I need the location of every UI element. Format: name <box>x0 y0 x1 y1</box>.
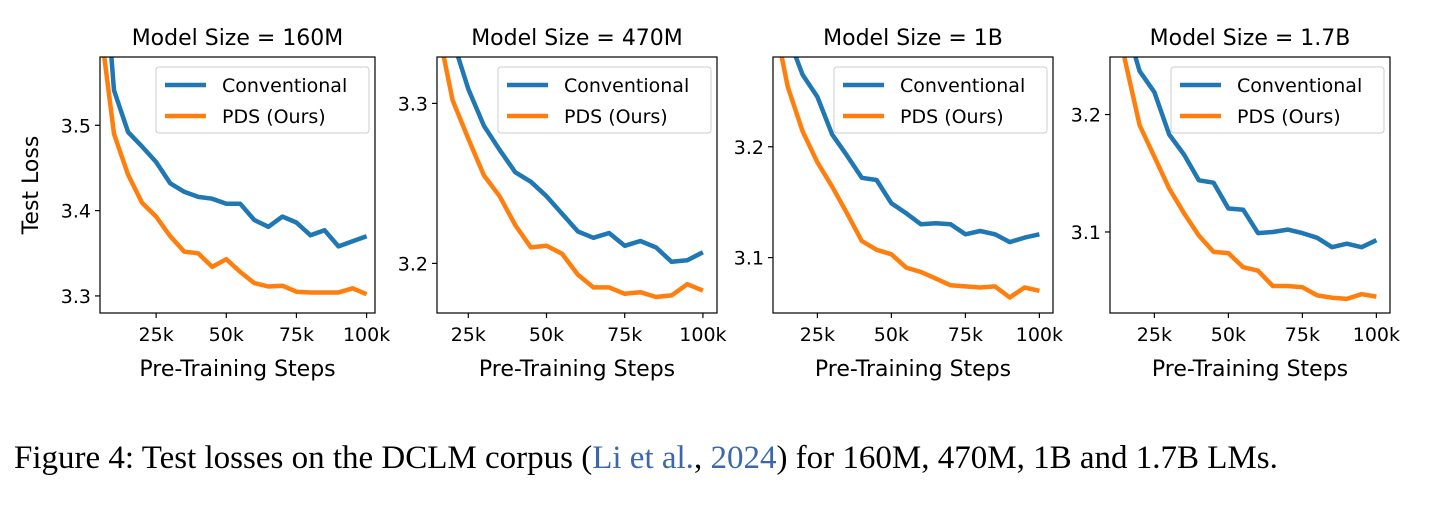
subplot-4: 25k 50k 75k 100k 3.1 3.2 Model Size = 1.7B Pre-… <box>1071 26 1400 382</box>
subplot-title: Model Size = 1B <box>823 26 1003 51</box>
legend-label: Conventional <box>1237 75 1362 97</box>
series-line-conventional <box>793 57 1040 245</box>
x-tick-label: 100k <box>1353 324 1400 346</box>
y-tick-label: 3.1 <box>734 248 764 270</box>
x-tick-label: 100k <box>1016 324 1063 346</box>
x-tick-label: 75k <box>1285 324 1320 346</box>
legend: Conventional PDS (Ours) <box>833 66 1048 134</box>
axes-frame <box>436 56 718 314</box>
figure: 25k 50k 75k 100k 3.3 3.4 3.5 Model Size = 160M P… <box>19 26 1400 382</box>
axes-frame <box>772 56 1054 314</box>
subplot-3: 25k 50k 75k 100k 3.1 3.2 Model Size = 1B Pre-Tr… <box>734 26 1063 382</box>
y-tick-label: 3.2 <box>1071 105 1101 127</box>
y-tick-label: 3.3 <box>398 93 428 115</box>
x-tick-label: 50k <box>529 324 564 346</box>
x-tick-label: 25k <box>1137 324 1172 346</box>
series-line-conventional <box>109 57 368 249</box>
series-line-conventional <box>455 57 704 265</box>
x-tick-label: 50k <box>874 324 909 346</box>
legend-box <box>155 66 370 134</box>
series-line-pds <box>441 57 704 300</box>
subplot-title: Model Size = 470M <box>471 26 683 51</box>
legend-label: PDS (Ours) <box>564 106 668 128</box>
series-line-pds <box>779 57 1040 300</box>
x-axis-label: Pre-Training Steps <box>815 357 1011 382</box>
legend-box <box>1170 66 1385 134</box>
y-axis-label: Test Loss <box>19 136 44 236</box>
y-tick-label: 3.2 <box>734 137 764 159</box>
x-tick-label: 25k <box>451 324 486 346</box>
y-tick-label: 3.1 <box>1071 222 1101 244</box>
legend: Conventional PDS (Ours) <box>155 66 370 134</box>
x-tick-label: 100k <box>679 324 726 346</box>
citation-year-link[interactable]: 2024 <box>710 440 777 476</box>
x-tick-label: 100k <box>343 324 390 346</box>
caption-suffix: ) for 160M, 470M, 1B and 1.7B LMs. <box>776 440 1278 476</box>
axes-frame <box>1109 56 1391 314</box>
citation-authors-link[interactable]: Li et al. <box>592 440 694 476</box>
legend-label: PDS (Ours) <box>1237 106 1341 128</box>
legend: Conventional PDS (Ours) <box>497 66 712 134</box>
x-axis-label: Pre-Training Steps <box>1152 357 1348 382</box>
subplot-2: 25k 50k 75k 100k 3.2 3.3 Model Size = 470M Pre-… <box>398 26 727 382</box>
series-line-pds <box>1122 57 1377 302</box>
x-tick-label: 50k <box>209 324 244 346</box>
subplot-title: Model Size = 1.7B <box>1150 26 1351 51</box>
figure-caption: Figure 4: Test losses on the DCLM corpus… <box>14 440 1278 477</box>
series-line-conventional <box>1133 57 1378 250</box>
y-tick-label: 3.4 <box>61 201 91 223</box>
legend-box <box>497 66 712 134</box>
x-tick-label: 25k <box>800 324 835 346</box>
legend-label: PDS (Ours) <box>222 106 326 128</box>
legend-box <box>833 66 1048 134</box>
legend-label: PDS (Ours) <box>900 106 1004 128</box>
x-tick-label: 50k <box>1211 324 1246 346</box>
caption-prefix: Figure 4: Test losses on the DCLM corpus… <box>14 440 593 476</box>
y-tick-label: 3.3 <box>61 286 91 308</box>
legend-label: Conventional <box>564 75 689 97</box>
legend: Conventional PDS (Ours) <box>1170 66 1385 134</box>
x-tick-label: 25k <box>139 324 174 346</box>
x-tick-label: 75k <box>607 324 642 346</box>
x-axis-label: Pre-Training Steps <box>139 357 335 382</box>
y-tick-label: 3.5 <box>61 115 91 137</box>
series-line-pds <box>102 57 368 297</box>
legend-label: Conventional <box>222 75 347 97</box>
legend-label: Conventional <box>900 75 1025 97</box>
subplot-title: Model Size = 160M <box>132 26 344 51</box>
x-tick-label: 75k <box>948 324 983 346</box>
subplot-1: 25k 50k 75k 100k 3.3 3.4 3.5 Model Size = 160M P… <box>19 26 390 382</box>
axes-frame <box>99 56 376 314</box>
x-axis-label: Pre-Training Steps <box>479 357 675 382</box>
caption-cite-sep: , <box>693 440 711 476</box>
x-tick-label: 75k <box>279 324 314 346</box>
y-tick-label: 3.2 <box>398 253 428 275</box>
